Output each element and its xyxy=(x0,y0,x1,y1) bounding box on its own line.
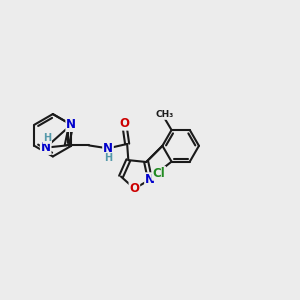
Text: O: O xyxy=(119,117,129,130)
Text: Cl: Cl xyxy=(152,167,165,180)
Text: H: H xyxy=(43,133,51,143)
Text: N: N xyxy=(145,173,155,186)
Text: N: N xyxy=(41,141,51,154)
Text: CH₃: CH₃ xyxy=(155,110,173,119)
Text: N: N xyxy=(103,142,113,155)
Text: O: O xyxy=(129,182,140,195)
Text: N: N xyxy=(66,118,76,131)
Text: H: H xyxy=(104,153,112,163)
